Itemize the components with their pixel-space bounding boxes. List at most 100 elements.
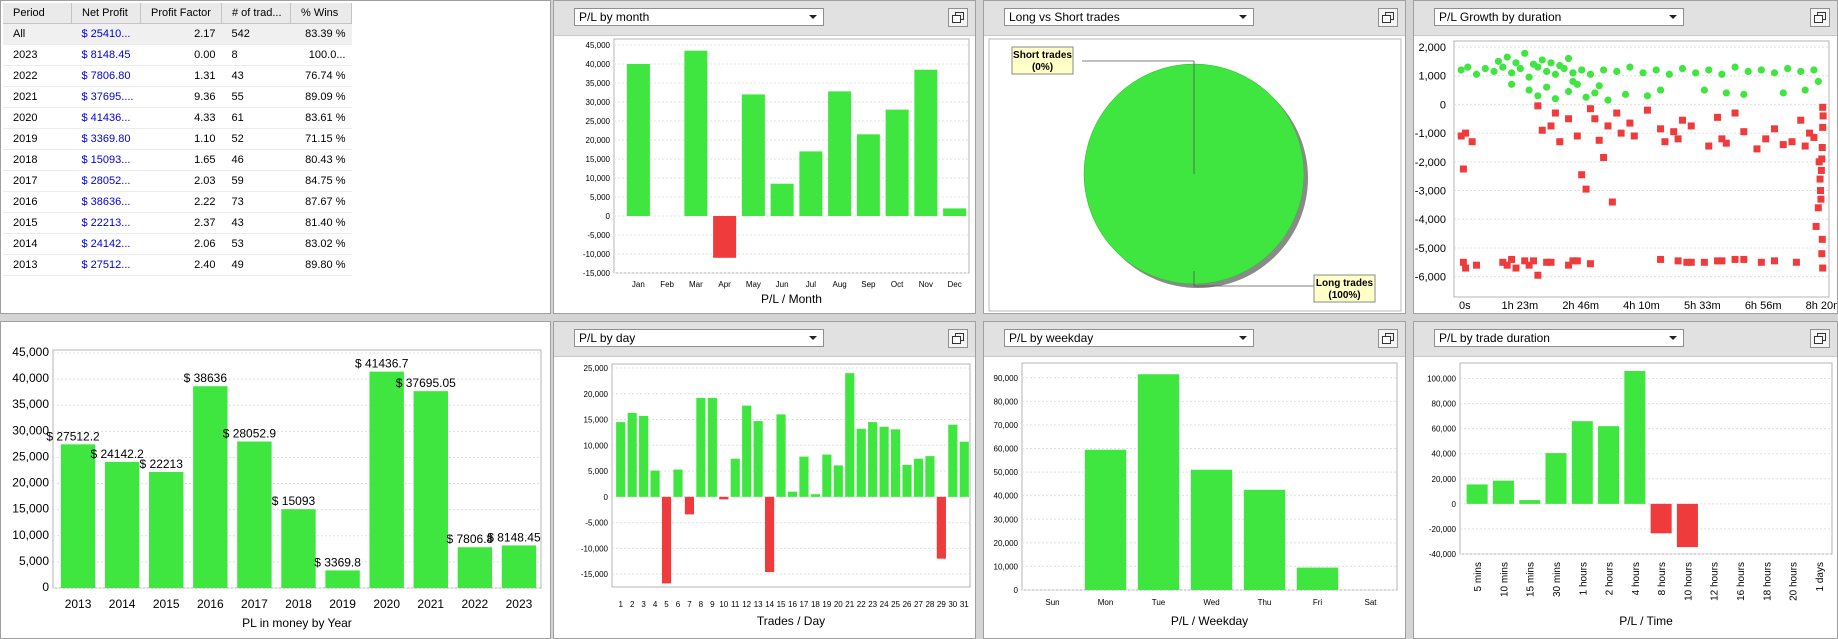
cell-trade-count: 61 <box>221 107 291 129</box>
y-tick-label: 15,000 <box>12 502 49 516</box>
bar <box>1519 500 1541 504</box>
callout-line-long <box>1193 271 1314 287</box>
scatter-point <box>1591 89 1599 97</box>
y-tick-label: 15,000 <box>586 155 611 164</box>
scatter-point <box>1714 113 1722 121</box>
scatter-point <box>1595 136 1603 144</box>
bar <box>925 456 935 497</box>
pl-by-day-panel: P/L by day -15,000 -10,000 -5,000 0 5,000 10,… <box>553 321 976 639</box>
chart-type-dropdown[interactable]: P/L Growth by duration <box>1434 8 1684 26</box>
y-tick-label: -15,000 <box>581 570 609 579</box>
scatter-point <box>1565 115 1573 123</box>
maximize-button[interactable] <box>948 329 968 348</box>
x-category-label: 2 hours <box>1605 562 1616 595</box>
chart-type-dropdown[interactable]: P/L by day <box>574 329 824 347</box>
chart-type-dropdown[interactable]: P/L by month <box>574 8 824 26</box>
table-row[interactable]: 2020 $ 41436... 4.33 61 83.61 % <box>3 107 352 129</box>
table-row[interactable]: 2015 $ 22213... 2.37 43 81.40 % <box>3 212 352 234</box>
y-tick-label: 45,000 <box>12 345 49 359</box>
x-category-label: May <box>746 280 761 289</box>
bar <box>770 183 794 216</box>
scatter-point <box>1818 143 1826 151</box>
scatter-point <box>1573 132 1581 140</box>
scatter-point <box>1757 66 1765 74</box>
bar <box>885 109 909 216</box>
x-category-label: 3 <box>641 600 646 609</box>
table-body: All $ 25410... 2.17 542 83.39 % 2023 $ 8148.45… <box>3 23 352 276</box>
scatter-point <box>1547 258 1555 266</box>
table-row[interactable]: 2013 $ 27512... 2.40 49 89.80 % <box>3 254 352 276</box>
scatter-point <box>1657 125 1665 133</box>
x-category-label: 2019 <box>329 597 356 611</box>
table-row[interactable]: 2023 $ 8148.45 0.00 8 100.0... <box>3 44 352 66</box>
scatter-point <box>1459 258 1467 266</box>
cell-win-pct: 83.39 % <box>290 23 352 45</box>
plot-frame <box>611 363 971 588</box>
x-category-label: 16 <box>788 600 797 609</box>
scatter-point <box>1462 264 1470 272</box>
maximize-button[interactable] <box>1378 8 1398 27</box>
chart-type-dropdown[interactable]: P/L by weekday <box>1004 329 1254 347</box>
x-category-label: 12 <box>742 600 751 609</box>
scatter-point <box>1670 128 1678 136</box>
y-tick-label: -10,000 <box>583 250 611 259</box>
dropdown-label: P/L by day <box>579 331 636 345</box>
x-category-label: Fri <box>1313 598 1323 607</box>
scatter-point <box>1459 165 1467 173</box>
dropdown-label: P/L by weekday <box>1009 331 1094 345</box>
cell-row-label: 2013 <box>3 254 72 276</box>
scatter-point <box>1578 171 1586 179</box>
scatter-point <box>1473 261 1481 269</box>
scatter-point <box>1462 129 1470 137</box>
x-category-label: 2020 <box>373 597 400 611</box>
maximize-button[interactable] <box>1810 8 1830 27</box>
short-trades-callout <box>1011 46 1074 75</box>
scatter-point <box>1816 175 1824 183</box>
x-category-label: Sat <box>1364 598 1377 607</box>
cell-profit-factor: 1.10 <box>140 128 222 150</box>
cell-net-profit: $ 41436... <box>71 107 141 129</box>
scatter-point <box>1499 258 1507 266</box>
table-row[interactable]: All $ 25410... 2.17 542 83.39 % <box>3 23 352 45</box>
table-row[interactable]: 2021 $ 37695.... 9.36 55 89.09 % <box>3 86 352 108</box>
cell-trade-count: 542 <box>221 23 291 45</box>
y-tick-label: 15,000 <box>584 416 609 425</box>
table-row[interactable]: 2016 $ 38636... 2.22 73 87.67 % <box>3 191 352 213</box>
col-header-trade-count[interactable]: # of trad... <box>221 3 291 24</box>
cell-row-label: 2017 <box>3 170 72 192</box>
scatter-point <box>1534 92 1542 100</box>
maximize-icon <box>952 12 964 23</box>
cell-trade-count: 52 <box>221 128 291 150</box>
col-header-profit-factor[interactable]: Profit Factor <box>140 3 222 24</box>
scatter-point <box>1613 109 1621 117</box>
table-header-row: Period Net Profit Profit Factor # of tra… <box>3 3 352 24</box>
x-category-label: Thu <box>1258 598 1272 607</box>
plot-frame <box>1459 362 1833 555</box>
scatter-point <box>1604 96 1612 104</box>
maximize-button[interactable] <box>1810 329 1830 348</box>
table-row[interactable]: 2018 $ 15093... 1.65 46 80.43 % <box>3 149 352 171</box>
maximize-button[interactable] <box>948 8 968 27</box>
scatter-point <box>1556 62 1564 70</box>
col-header-net-profit[interactable]: Net Profit <box>71 3 141 24</box>
col-header-win-pct[interactable]: % Wins <box>290 3 352 24</box>
bar <box>828 91 852 216</box>
table-row[interactable]: 2019 $ 3369.80 1.10 52 71.15 % <box>3 128 352 150</box>
x-category-label: 10 mins <box>1499 562 1510 597</box>
table-row[interactable]: 2017 $ 28052... 2.03 59 84.75 % <box>3 170 352 192</box>
maximize-icon <box>1814 12 1826 23</box>
chart-type-dropdown[interactable]: Long vs Short trades <box>1004 8 1254 26</box>
table-row[interactable]: 2022 $ 7806.80 1.31 43 76.74 % <box>3 65 352 87</box>
bar <box>799 456 809 497</box>
bar <box>104 461 140 588</box>
col-header-period[interactable]: Period <box>3 3 72 24</box>
maximize-button[interactable] <box>1378 329 1398 348</box>
scatter-point <box>1512 59 1520 67</box>
chart-type-dropdown[interactable]: P/L by trade duration <box>1434 329 1684 347</box>
x-category-label: 25 <box>891 600 900 609</box>
table-row[interactable]: 2014 $ 24142... 2.06 53 83.02 % <box>3 233 352 255</box>
bar-data-label: $ 41436.7 <box>355 357 409 371</box>
scatter-point <box>1814 204 1822 212</box>
scatter-point <box>1617 129 1625 137</box>
scatter-point <box>1534 102 1542 110</box>
